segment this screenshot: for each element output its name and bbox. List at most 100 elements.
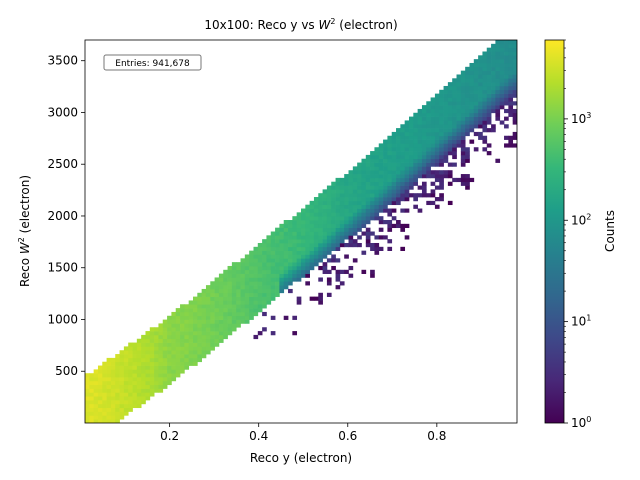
heatmap-cell [447, 135, 453, 140]
heatmap-cell [478, 85, 483, 91]
heatmap-cell [149, 331, 155, 336]
heatmap-cell [115, 354, 120, 359]
heatmap-cell [365, 220, 371, 225]
heatmap-cell [512, 101, 517, 106]
heatmap-cell [136, 342, 142, 347]
heatmap-cell [171, 357, 177, 363]
heatmap-cell [404, 154, 410, 160]
heatmap-cell [486, 85, 492, 91]
heatmap-cell [443, 101, 449, 106]
heatmap-cell [188, 300, 194, 305]
heatmap-cell [97, 407, 103, 412]
heatmap-cell [400, 135, 406, 140]
heatmap-cell [443, 116, 449, 121]
heatmap-cell [400, 177, 406, 183]
heatmap-cell [370, 269, 375, 274]
heatmap-cell [374, 212, 380, 217]
heatmap-cell [257, 254, 263, 259]
heatmap-cell [97, 415, 103, 420]
heatmap-cell [439, 108, 444, 114]
heatmap-cell [162, 334, 168, 340]
heatmap-cell [491, 51, 496, 56]
heatmap-cell [452, 124, 457, 129]
heatmap-cell [378, 200, 384, 206]
heatmap-cell [197, 304, 202, 309]
heatmap-cell [326, 227, 332, 232]
heatmap-cell [352, 197, 358, 202]
heatmap-cell [344, 204, 349, 209]
heatmap-cell [409, 139, 414, 144]
heatmap-cell [296, 296, 302, 301]
heatmap-cell [253, 296, 259, 301]
heatmap-cell [180, 346, 185, 351]
heatmap-cell [413, 116, 418, 121]
heatmap-cell [335, 220, 341, 225]
heatmap-cell [141, 392, 146, 397]
heatmap-cell [460, 97, 466, 102]
heatmap-cell [132, 354, 138, 359]
heatmap-cell [279, 235, 285, 240]
heatmap-cell [218, 338, 224, 343]
heatmap-cell [495, 158, 501, 163]
heatmap-cell [322, 197, 328, 202]
heatmap-cell [193, 327, 198, 332]
heatmap-cell [344, 177, 349, 183]
heatmap-cell [145, 350, 151, 355]
heatmap-cell [434, 154, 440, 160]
heatmap-cell [421, 170, 427, 175]
heatmap-cell [102, 403, 107, 409]
heatmap-cell [296, 220, 302, 225]
heatmap-cell [313, 212, 319, 217]
heatmap-cell [465, 93, 470, 98]
heatmap-cell [482, 124, 488, 129]
heatmap-cell [387, 212, 393, 217]
heatmap-cell [167, 369, 172, 374]
heatmap-cell [396, 197, 401, 202]
heatmap-cell [205, 350, 211, 355]
colorbar-tick-label: 100 [571, 415, 591, 430]
heatmap-cell [512, 47, 517, 52]
heatmap-cell [318, 204, 323, 209]
heatmap-cell [495, 105, 501, 110]
heatmap-cell [460, 139, 466, 144]
heatmap-cell [374, 162, 380, 167]
heatmap-cell [322, 216, 328, 221]
heatmap-cell [175, 334, 181, 340]
heatmap-cell [486, 105, 492, 110]
heatmap-cell [283, 220, 289, 225]
heatmap-cell [370, 154, 375, 160]
heatmap-cell [404, 147, 410, 152]
heatmap-cell [145, 369, 151, 374]
heatmap-cell [162, 342, 168, 347]
heatmap-cell [270, 250, 276, 255]
heatmap-cell [154, 373, 159, 378]
heatmap-cell [473, 62, 479, 68]
heatmap-cell [201, 323, 207, 328]
heatmap-cell [184, 334, 190, 340]
heatmap-cell [383, 147, 388, 152]
heatmap-cell [456, 139, 462, 144]
heatmap-cell [357, 227, 362, 232]
heatmap-cell [167, 365, 172, 370]
heatmap-cell [123, 380, 129, 386]
heatmap-cell [400, 185, 406, 190]
heatmap-cell [465, 74, 470, 79]
heatmap-cell [123, 400, 129, 405]
heatmap-cell [158, 342, 164, 347]
heatmap-cell [106, 415, 112, 420]
heatmap-cell [214, 323, 220, 328]
heatmap-cell [409, 128, 414, 133]
heatmap-cell [486, 82, 492, 87]
heatmap-cell [279, 239, 285, 244]
heatmap-cell [93, 419, 99, 423]
heatmap-cell [240, 300, 246, 305]
heatmap-cell [456, 74, 462, 79]
heatmap-cell [413, 174, 418, 179]
heatmap-cell [508, 74, 514, 79]
heatmap-cell [469, 116, 475, 121]
heatmap-cell [249, 258, 254, 263]
heatmap-cell [417, 170, 423, 175]
heatmap-cell [361, 189, 367, 194]
heatmap-cell [279, 258, 285, 263]
heatmap-cell [387, 139, 393, 144]
